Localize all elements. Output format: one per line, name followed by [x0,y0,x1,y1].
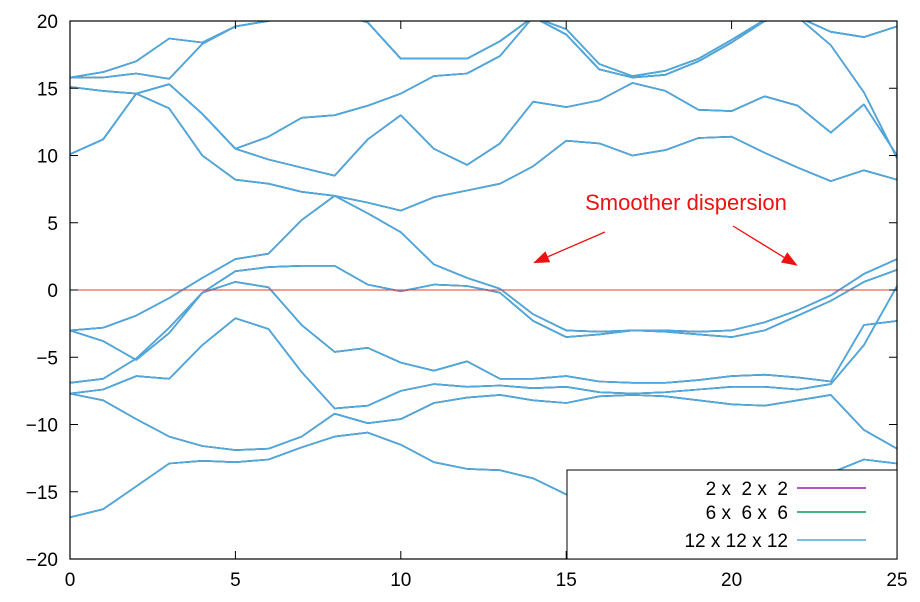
x-tick-label: 15 [556,570,577,591]
series-3-band-3 [70,285,897,410]
series-1-band-2 [70,392,897,451]
annotation: Smoother dispersion [533,190,798,266]
series-3-band-11 [70,21,897,79]
y-tick-label: 10 [37,147,58,168]
y-tick-label: 0 [47,281,58,302]
axis-ticks: 0 5 10 15 20 25 −20 −15 −10 −5 0 5 10 15 20 [26,12,908,591]
series-3-band-9 [70,21,897,159]
series-2-band-2 [70,392,897,451]
series-1-band-4 [70,281,897,384]
y-tick-label: 15 [37,79,58,100]
series-1-band-8 [70,82,897,177]
series-1-band-6 [70,195,897,333]
series-2-band-8 [70,82,897,177]
annotation-arrow-head [533,251,551,264]
series-1-band-3 [70,285,897,410]
series-3-band-5 [70,264,897,361]
legend-label-series-1: 2 x 2 x 2 [706,479,788,500]
y-tick-label: −10 [26,416,58,437]
series-2-band-6 [70,195,897,333]
x-tick-label: 0 [65,570,76,591]
series-3-band-4 [70,281,897,384]
x-tick-label: 10 [390,570,411,591]
y-tick-label: 5 [47,214,58,235]
legend-label-series-2: 6 x 6 x 6 [706,503,788,524]
annotation-arrow-shaft [547,231,606,258]
series-1 [70,21,897,519]
x-tick-label: 25 [886,570,907,591]
series-1-band-10 [70,21,897,80]
annotation-text: Smoother dispersion [585,190,787,215]
x-tick-label: 5 [230,570,241,591]
series-lines [70,21,897,519]
x-tick-label: 20 [721,570,742,591]
annotation-arrows [533,225,798,266]
series-2-band-9 [70,21,897,159]
series-2-band-10 [70,21,897,80]
series-3 [70,21,897,519]
series-1-band-9 [70,21,897,159]
y-tick-label: 20 [37,12,58,33]
series-1-band-11 [70,21,897,79]
legend-box [566,469,898,560]
series-2 [70,21,897,519]
series-2-band-3 [70,285,897,410]
series-3-band-10 [70,21,897,80]
annotation-arrow-head [780,252,798,266]
y-tick-label: −15 [26,483,58,504]
series-1-band-5 [70,264,897,361]
series-2-band-4 [70,281,897,384]
legend-label-series-3: 12 x 12 x 12 [684,531,788,552]
series-2-band-5 [70,264,897,361]
series-2-band-11 [70,21,897,79]
series-3-band-6 [70,195,897,333]
legend: 2 x 2 x 2 6 x 6 x 6 12 x 12 x 12 [566,469,898,560]
series-3-band-8 [70,82,897,177]
y-tick-label: −20 [26,550,58,571]
series-3-band-2 [70,392,897,451]
annotation-arrow-shaft [732,225,785,258]
series-3-band-7 [70,92,897,212]
y-tick-label: −5 [36,348,58,369]
